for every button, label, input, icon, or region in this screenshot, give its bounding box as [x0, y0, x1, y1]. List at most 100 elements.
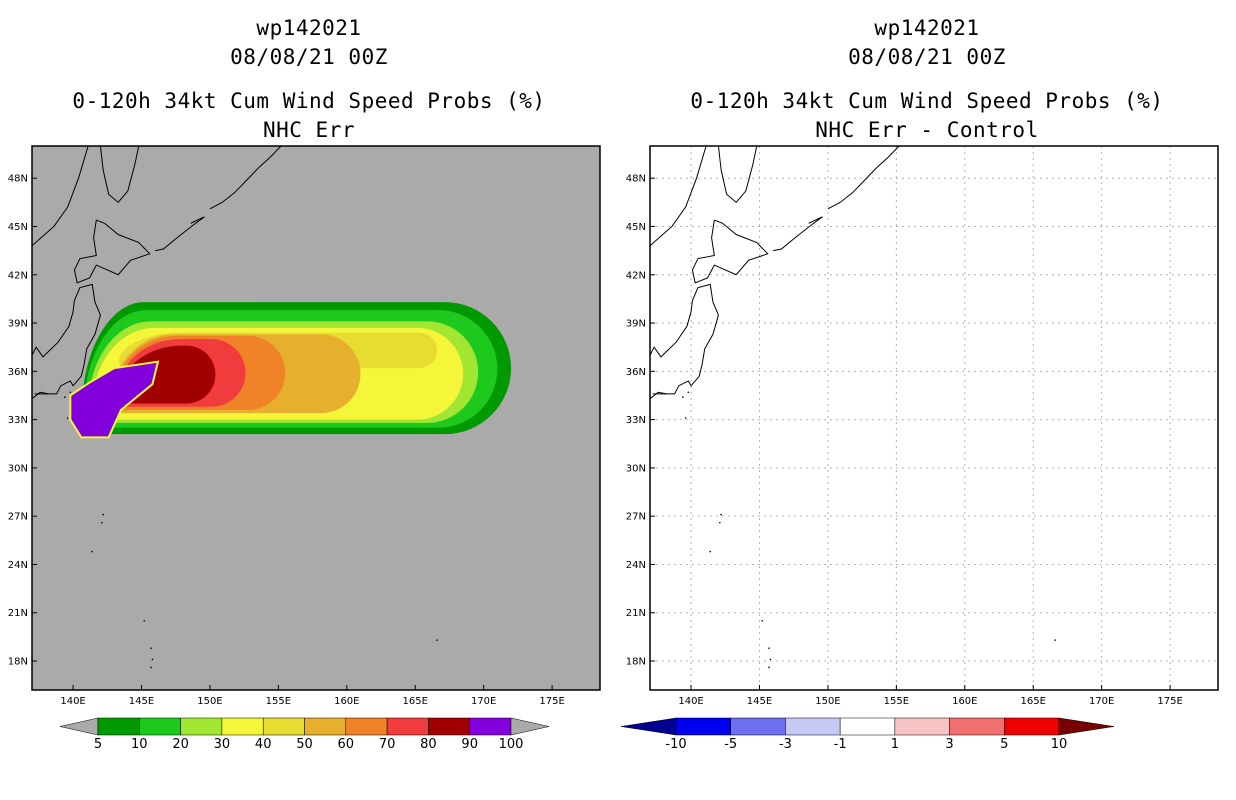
coastline [649, 283, 719, 395]
y-tick-label: 39N [626, 319, 646, 330]
colorbar-label: 90 [461, 737, 478, 752]
colorbar-above-arrow [1058, 717, 1115, 736]
colorbar-swatch [386, 717, 429, 736]
plot-frame [649, 145, 1219, 691]
plot-frame [31, 145, 601, 691]
colorbar-label: -10 [665, 737, 686, 752]
x-tick-label: 170E [471, 696, 496, 707]
y-tick-label: 33N [8, 415, 28, 426]
coastline [155, 216, 205, 252]
colorbar-label: 60 [338, 737, 355, 752]
colorbar-label: 30 [214, 737, 231, 752]
y-tick-label: 48N [8, 174, 28, 185]
y-tick-label: 42N [626, 270, 646, 281]
island [150, 647, 152, 649]
y-tick-label: 27N [626, 512, 646, 523]
x-tick-label: 145E [747, 696, 772, 707]
map-layer: 140E 145E 150E 155E 160E 165E 170E 175E 18N 21N 24… [8, 145, 601, 707]
x-tick-label: 175E [1157, 696, 1182, 707]
y-tick-label: 30N [8, 463, 28, 474]
colorbar-above-arrow [510, 717, 550, 736]
x-tick-label: 140E [678, 696, 703, 707]
colorbar-swatch [785, 717, 841, 736]
x-tick-label: 145E [129, 696, 154, 707]
colorbar-swatch [97, 717, 140, 736]
colorbar-swatch [894, 717, 950, 736]
island [687, 391, 690, 394]
colorbar-swatch [730, 717, 786, 736]
colorbar-swatch [345, 717, 388, 736]
colorbar-swatch [469, 717, 512, 736]
coastline [31, 391, 49, 400]
colorbar-swatch [1004, 717, 1060, 736]
y-tick-label: 27N [8, 512, 28, 523]
colorbar-swatch [180, 717, 223, 736]
island [69, 391, 72, 394]
colorbar-swatch [839, 717, 896, 736]
colorbar-swatch [139, 717, 181, 736]
x-tick-label: 165E [403, 696, 428, 707]
colorbar-swatch [428, 717, 470, 736]
chart-title: 0-120h 34kt Cum Wind Speed Probs (%) [72, 89, 546, 113]
colorbar: -10 -5 -3 -1 1 3 5 10 [620, 717, 1115, 752]
probability-swath [69, 302, 512, 439]
coastline [649, 391, 667, 400]
coastline [99, 145, 140, 204]
chart-subtitle: NHC Err [262, 118, 355, 142]
colorbar-label: 40 [255, 737, 272, 752]
plot-background [650, 146, 1218, 690]
y-tick-label: 36N [626, 367, 646, 378]
y-tick-label: 39N [8, 319, 28, 330]
island [436, 639, 438, 641]
storm-id-title: wp142021 [256, 16, 362, 40]
island [91, 550, 94, 553]
colorbar-label: -1 [834, 737, 847, 752]
colorbar-label: 50 [296, 737, 313, 752]
colorbar-label: 3 [945, 737, 953, 752]
colorbar-label: 10 [1051, 737, 1068, 752]
map-layer: 140E 145E 150E 155E 160E 165E 170E 175E 18N 21N 24… [626, 145, 1219, 707]
y-tick-label: 18N [8, 657, 28, 668]
colorbar-swatch [262, 717, 305, 736]
colorbar: 5 10 20 30 40 50 60 70 80 90 100 [59, 717, 550, 752]
coastline [31, 145, 89, 247]
y-tick-label: 21N [626, 608, 646, 619]
coastline [773, 216, 823, 252]
colorbar-label: 1 [891, 737, 899, 752]
y-tick-label: 30N [626, 463, 646, 474]
island [769, 658, 772, 661]
x-tick-label: 160E [334, 696, 359, 707]
colorbar-label: 5 [94, 737, 102, 752]
y-tick-label: 45N [8, 222, 28, 233]
colorbar-below-arrow [620, 717, 677, 736]
coastline [691, 219, 769, 284]
coastline [649, 145, 707, 247]
island [719, 521, 721, 524]
probability-map: 140E 145E 150E 155E 160E 165E 170E 175E 18N 21N 24… [8, 145, 601, 752]
colorbar-label: 100 [499, 737, 524, 752]
y-tick-label: 36N [8, 367, 28, 378]
island [102, 513, 104, 516]
island [143, 619, 146, 622]
island [1054, 639, 1056, 641]
colorbar-label: 20 [172, 737, 189, 752]
colorbar-label: -3 [779, 737, 792, 752]
colorbar-label: 5 [1000, 737, 1008, 752]
coastline [31, 283, 101, 395]
island [66, 417, 69, 419]
chart-title: 0-120h 34kt Cum Wind Speed Probs (%) [690, 89, 1164, 113]
island [151, 658, 154, 661]
coastline [73, 219, 151, 284]
x-tick-label: 160E [952, 696, 977, 707]
x-tick-label: 170E [1089, 696, 1114, 707]
colorbar-swatch [221, 717, 264, 736]
colorbar-label: -5 [724, 737, 737, 752]
coastline [209, 145, 282, 210]
coastline [717, 145, 758, 204]
y-tick-label: 18N [626, 657, 646, 668]
storm-id-title: wp142021 [874, 16, 980, 40]
chart-subtitle: NHC Err - Control [815, 118, 1039, 142]
y-tick-label: 48N [626, 174, 646, 185]
datetime-title: 08/08/21 00Z [230, 45, 388, 69]
x-tick-label: 155E [266, 696, 291, 707]
